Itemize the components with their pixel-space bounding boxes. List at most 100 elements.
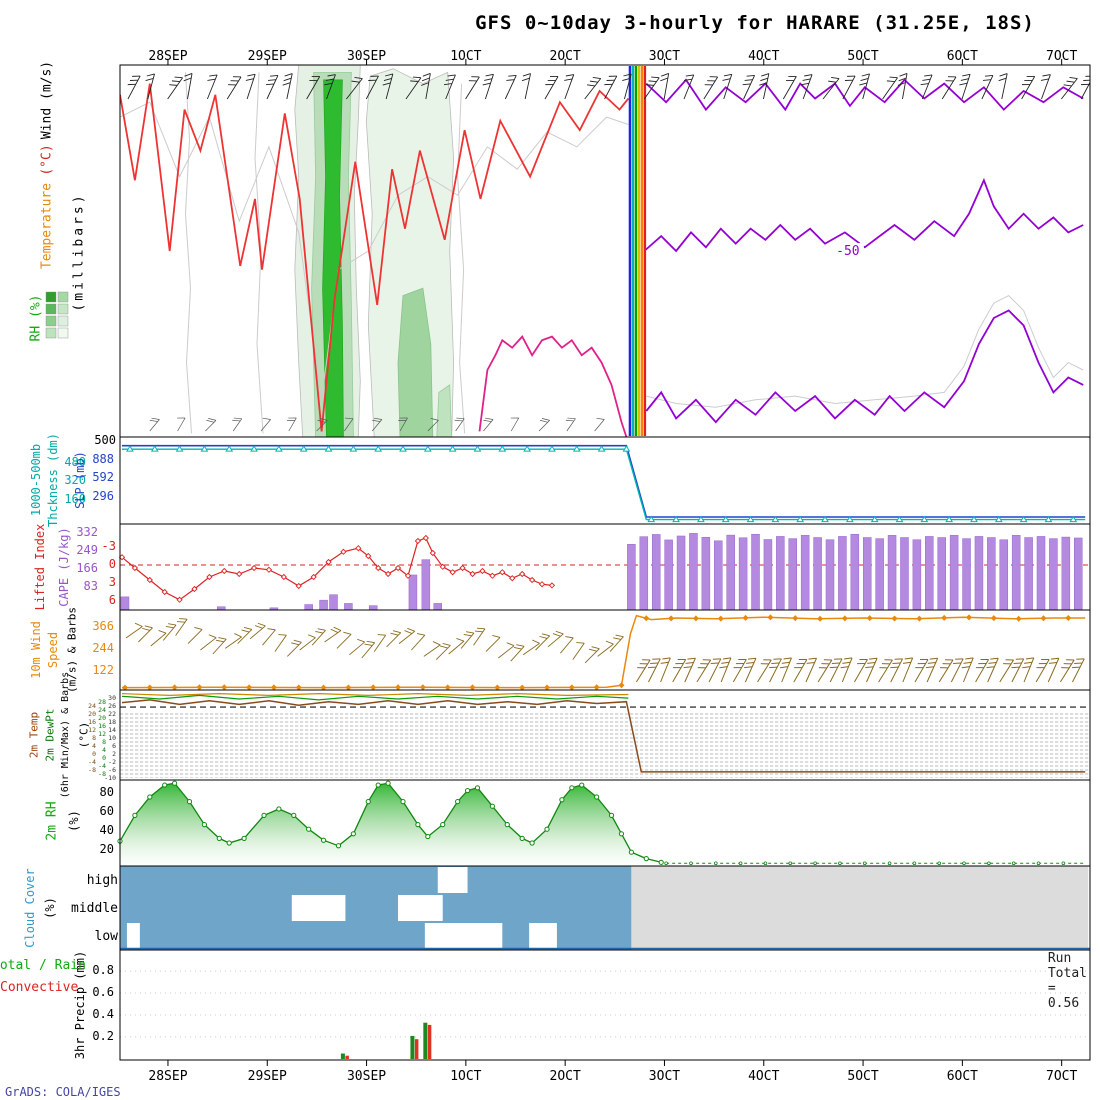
time-label-bottom: 28SEP xyxy=(148,1069,188,1084)
axis-tick-label: 249 xyxy=(76,543,98,557)
axis-title-2m-dewpt: 2m DewPt xyxy=(43,708,57,762)
time-label-top: 29SEP xyxy=(247,49,287,64)
axis-tick-label-small: 18 xyxy=(108,718,116,726)
label-total-rain: Total / Rain xyxy=(0,958,86,973)
time-label-bottom: 30SEP xyxy=(346,1069,387,1084)
panel-upper-air: -50 xyxy=(120,65,1090,437)
axis-tick-label-small: 20 xyxy=(98,714,106,722)
time-label-top: 7OCT xyxy=(1046,49,1078,64)
axis-tick-label-small: 12 xyxy=(98,730,106,738)
label-low: low xyxy=(94,929,118,944)
time-label-bottom: 29SEP xyxy=(247,1069,287,1084)
panel-2m-temp-dewpt xyxy=(120,692,1090,779)
axis-tick-label: 0.8 xyxy=(92,963,114,977)
axis-title-1000-500mb: 1000-500mb xyxy=(29,443,43,517)
panel-precip xyxy=(120,970,1090,1059)
axis-tick-label: 60 xyxy=(99,804,114,818)
axis-title-6hr-min-max-barbs: (6hr Min/Max) & Barbs xyxy=(60,671,71,799)
axis-tick-label-small: 2 xyxy=(112,750,116,758)
axis-title-: (%) xyxy=(67,810,81,832)
axis-tick-label: 888 xyxy=(92,452,114,466)
rh-legend-swatches xyxy=(45,291,69,339)
axis-tick-label: 0.6 xyxy=(92,985,114,999)
time-label-bottom: 1OCT xyxy=(450,1069,482,1084)
axis-tick-label-small: -8 xyxy=(88,766,96,774)
panel-wind10m xyxy=(121,614,1086,691)
axis-tick-label-small: 26 xyxy=(108,702,116,710)
contour-label: -50 xyxy=(836,244,859,259)
time-label-top: 5OCT xyxy=(847,49,879,64)
time-label-top: 2OCT xyxy=(549,49,581,64)
axis-title-rh: RH (%) xyxy=(28,294,44,342)
axis-tick-label: 332 xyxy=(76,525,98,539)
axis-tick-label: 6 xyxy=(108,593,116,607)
axis-tick-label-small: 16 xyxy=(88,718,96,726)
label-middle: middle xyxy=(71,901,118,916)
axis-title-c: (°C) xyxy=(39,144,55,176)
label-high: high xyxy=(86,873,118,888)
panel-slp-thickness xyxy=(122,444,1086,523)
axis-tick-label: 0 xyxy=(108,557,116,571)
axis-tick-label: 122 xyxy=(92,663,114,677)
page-title: GFS 0~10day 3-hourly for HARARE (31.25E,… xyxy=(475,12,1035,34)
time-label-top: 28SEP xyxy=(148,49,188,64)
axis-title-wind-m-s: Wind (m/s) xyxy=(39,60,55,140)
time-label-top: 30SEP xyxy=(346,49,387,64)
axis-tick-label-small: -8 xyxy=(98,770,106,778)
axis-title-: (%) xyxy=(43,897,57,919)
axis-title-lifted-index: Lifted Index xyxy=(33,523,47,611)
time-label-top: 6OCT xyxy=(946,49,979,64)
axis-tick-label: 500 xyxy=(94,433,116,447)
panel-borders xyxy=(119,59,1091,1066)
axis-title-cape-j-kg: CAPE (J/kg) xyxy=(57,527,71,607)
axis-title-10m-wind: 10m Wind xyxy=(29,621,43,679)
axis-tick-label-small: 4 xyxy=(92,742,96,750)
axis-tick-label-small: -2 xyxy=(108,758,116,766)
axis-tick-label: 592 xyxy=(92,470,114,484)
time-label-bottom: 4OCT xyxy=(748,1069,780,1084)
axis-tick-label: 40 xyxy=(99,823,114,837)
axis-tick-label-small: 6 xyxy=(112,742,116,750)
axis-tick-label-small: 4 xyxy=(102,746,106,754)
axis-tick-label: 20 xyxy=(99,842,114,856)
axis-tick-label-small: 22 xyxy=(108,710,116,718)
axis-title-millibars: (millibars) xyxy=(71,192,87,312)
axis-tick-label-small: -10 xyxy=(104,774,116,782)
axis-tick-label: 0.4 xyxy=(92,1007,114,1021)
axis-tick-label-small: 16 xyxy=(98,722,106,730)
axis-tick-label-small: 28 xyxy=(98,698,106,706)
axis-tick-label-small: 12 xyxy=(88,726,96,734)
axis-title-2m-rh: 2m RH xyxy=(44,801,60,841)
axis-tick-label-small: 24 xyxy=(88,702,96,710)
axis-tick-label: 83 xyxy=(83,579,98,593)
axis-tick-label: 244 xyxy=(92,641,114,655)
axis-title-2m-temp: 2m Temp xyxy=(27,711,41,759)
axis-tick-label: -3 xyxy=(101,539,116,553)
axis-tick-label: 160 xyxy=(64,492,86,506)
time-label-top: 4OCT xyxy=(748,49,780,64)
time-label-bottom: 5OCT xyxy=(847,1069,879,1084)
axis-tick-label: 366 xyxy=(92,619,114,633)
time-label-bottom: 7OCT xyxy=(1046,1069,1078,1084)
axis-tick-label-small: -4 xyxy=(98,762,106,770)
time-label-top: 1OCT xyxy=(450,49,482,64)
time-label-bottom: 6OCT xyxy=(946,1069,979,1084)
axis-tick-label: 296 xyxy=(92,489,114,503)
axis-tick-label-small: 20 xyxy=(88,710,96,718)
axis-tick-label-small: 8 xyxy=(92,734,96,742)
axis-tick-label-small: 0 xyxy=(102,754,106,762)
axis-tick-label-small: 0 xyxy=(92,750,96,758)
panel-li-cape xyxy=(118,533,1090,611)
axis-tick-label-small: 10 xyxy=(108,734,116,742)
time-label-bottom: 2OCT xyxy=(549,1069,581,1084)
axis-tick-label: 0.2 xyxy=(92,1029,114,1043)
axis-tick-label: 80 xyxy=(99,785,114,799)
axis-title-cloud-cover: Cloud Cover xyxy=(23,868,37,948)
axis-tick-label-small: 8 xyxy=(102,738,106,746)
axis-tick-label-small: -6 xyxy=(108,766,116,774)
axis-tick-label-small: 30 xyxy=(108,694,116,702)
panel-2m-rh xyxy=(117,780,1086,866)
axis-tick-label: 480 xyxy=(64,455,86,469)
axis-tick-label-small: -4 xyxy=(88,758,96,766)
